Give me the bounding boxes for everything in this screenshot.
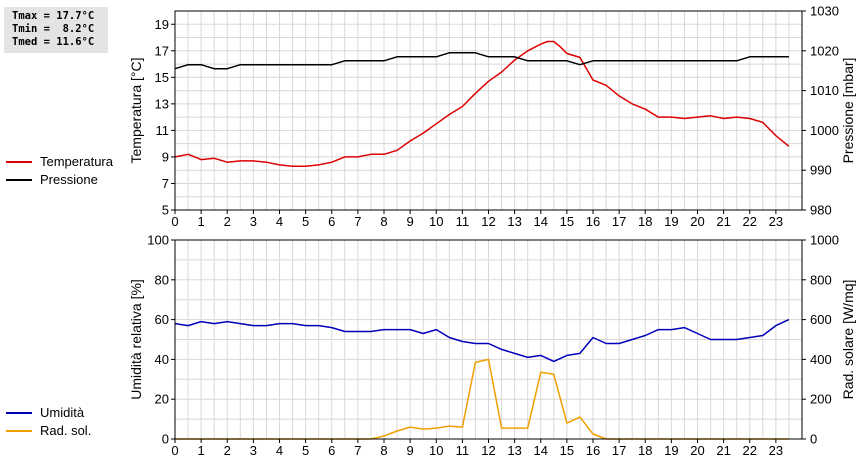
x-tick-label: 16 — [586, 214, 600, 229]
y-tick-label-right: 600 — [810, 312, 832, 327]
x-tick-label: 0 — [171, 214, 178, 229]
x-tick-label: 6 — [328, 214, 335, 229]
x-tick-label: 3 — [250, 443, 257, 458]
y-tick-label-right: 980 — [810, 203, 832, 218]
x-tick-label: 18 — [638, 443, 652, 458]
series-line-umidit — [174, 318, 790, 363]
x-tick-label: 15 — [560, 443, 574, 458]
y-axis-label-left: Umidità relativa [%] — [128, 279, 144, 400]
x-tick-label: 4 — [276, 443, 283, 458]
x-tick-label: 16 — [586, 443, 600, 458]
y-tick-label-left: 15 — [155, 70, 169, 85]
y-tick-label-left: 60 — [155, 312, 169, 327]
x-tick-label: 1 — [198, 443, 205, 458]
y-axis-label-right: Pressione [mbar] — [840, 58, 856, 164]
y-tick-label-right: 400 — [810, 352, 832, 367]
x-tick-label: 0 — [171, 443, 178, 458]
x-tick-label: 11 — [456, 214, 470, 229]
y-tick-label-right: 1000 — [810, 123, 839, 138]
x-tick-label: 9 — [407, 443, 414, 458]
x-tick-label: 9 — [407, 214, 414, 229]
x-tick-label: 7 — [354, 214, 361, 229]
x-tick-label: 3 — [250, 214, 257, 229]
y-axis-label-left: Temperatura [°C] — [128, 58, 144, 164]
chart-panel-top: 0 1 2 3 4 5 6 7 8 9 10 11 12 13 14 15 16 17 18 19 20 21 22 2357… — [128, 4, 856, 230]
x-tick-label: 12 — [481, 443, 495, 458]
x-tick-label: 7 — [354, 443, 361, 458]
x-tick-label: 6 — [328, 443, 335, 458]
tmin-text: Tmin = 8.2°C — [12, 23, 95, 35]
y-tick-label-left: 100 — [147, 233, 169, 248]
x-tick-label: 5 — [302, 443, 309, 458]
x-tick-label: 2 — [224, 214, 231, 229]
x-tick-label: 8 — [380, 443, 387, 458]
y-tick-label-right: 990 — [810, 163, 832, 178]
legend-swatch-radiation — [6, 430, 32, 432]
y-tick-label-left: 11 — [156, 123, 170, 138]
y-tick-label-right: 0 — [810, 432, 817, 447]
x-tick-label: 11 — [456, 443, 470, 458]
legend-swatch-humidity — [6, 412, 32, 414]
legend-label-humidity: Umidità — [40, 405, 85, 420]
x-tick-label: 17 — [612, 443, 626, 458]
x-tick-label: 14 — [534, 214, 548, 229]
legend-label-temperature: Temperatura — [40, 154, 113, 169]
x-tick-label: 23 — [769, 214, 783, 229]
stats-box: Tmax = 17.7°C Tmin = 8.2°C Tmed = 11.6°C — [4, 7, 108, 53]
tmax-text: Tmax = 17.7°C — [12, 10, 95, 22]
series-line-rad-sol — [175, 358, 789, 440]
x-tick-label: 19 — [664, 443, 678, 458]
x-tick-label: 22 — [743, 214, 757, 229]
x-tick-label: 10 — [429, 214, 443, 229]
x-tick-label: 20 — [690, 214, 704, 229]
y-tick-label-right: 1010 — [810, 83, 839, 98]
x-tick-label: 8 — [380, 214, 387, 229]
y-tick-label-right: 1030 — [810, 4, 839, 19]
tmed-text: Tmed = 11.6°C — [12, 36, 95, 48]
x-tick-label: 20 — [690, 443, 704, 458]
y-tick-label-right: 800 — [810, 272, 832, 287]
x-tick-label: 23 — [769, 443, 783, 458]
y-tick-label-right: 1000 — [810, 233, 839, 248]
series-line-pressione — [174, 52, 789, 70]
x-tick-label: 19 — [664, 214, 678, 229]
x-tick-label: 13 — [507, 443, 521, 458]
legend-swatch-temperature — [6, 161, 32, 163]
x-tick-label: 1 — [198, 214, 205, 229]
x-tick-label: 14 — [534, 443, 548, 458]
y-tick-label-left: 5 — [162, 203, 169, 218]
x-tick-label: 13 — [507, 214, 521, 229]
x-tick-label: 2 — [224, 443, 231, 458]
legend-label-pressure: Pressione — [40, 172, 98, 187]
y-tick-label-left: 0 — [162, 432, 169, 447]
y-tick-label-left: 20 — [155, 392, 169, 407]
y-axis-label-right: Rad. solare [W/mq] — [840, 280, 856, 400]
x-tick-label: 21 — [716, 443, 730, 458]
y-tick-label-left: 40 — [155, 352, 169, 367]
x-tick-label: 17 — [612, 214, 626, 229]
x-tick-label: 4 — [276, 214, 283, 229]
y-tick-label-left: 80 — [155, 272, 169, 287]
y-tick-label-left: 19 — [155, 17, 169, 32]
legend-swatch-pressure — [6, 179, 32, 181]
chart-panel-bottom: 0 1 2 3 4 5 6 7 8 9 10 11 12 13 14 15 16 17 18 19 20 21 22 2302… — [128, 233, 856, 459]
y-tick-label-left: 13 — [155, 96, 169, 111]
x-tick-label: 22 — [743, 443, 757, 458]
x-tick-label: 15 — [560, 214, 574, 229]
y-tick-label-left: 7 — [162, 176, 169, 191]
x-tick-label: 21 — [716, 214, 730, 229]
y-tick-label-left: 17 — [155, 43, 169, 58]
y-tick-label-right: 1020 — [810, 43, 839, 58]
legend-label-radiation: Rad. sol. — [40, 423, 92, 438]
x-tick-label: 18 — [638, 214, 652, 229]
x-tick-label: 5 — [302, 214, 309, 229]
y-tick-label-right: 200 — [810, 392, 832, 407]
x-tick-label: 12 — [481, 214, 495, 229]
y-tick-label-left: 9 — [162, 149, 169, 164]
series-line-temperatura — [174, 40, 790, 167]
x-tick-label: 10 — [429, 443, 443, 458]
